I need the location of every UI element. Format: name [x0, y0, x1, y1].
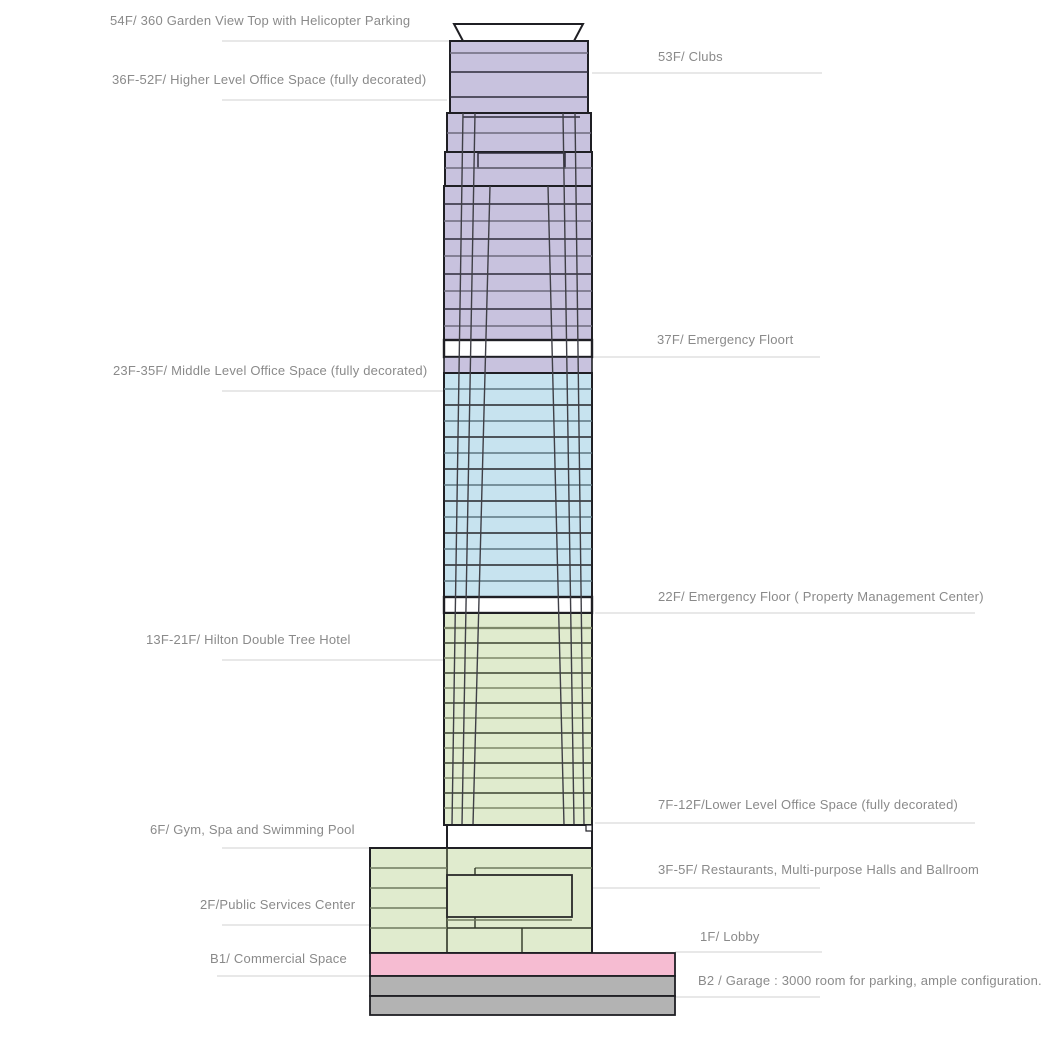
leader-lines	[217, 40, 975, 998]
floor-lines-hotel	[444, 626, 592, 809]
section-36f-strip	[443, 356, 593, 374]
label-2f-public-services: 2F/Public Services Center	[200, 897, 356, 912]
podium-structure-lines	[370, 848, 592, 953]
section-b1-commercial	[369, 952, 676, 977]
label-b2-garage: B2 / Garage : 3000 room for parking, amp…	[698, 973, 1042, 988]
gym-band-notch	[585, 824, 593, 832]
floor-lines-top-block	[450, 52, 588, 98]
section-top-clubs	[449, 40, 589, 114]
label-54f-garden-view: 54F/ 360 Garden View Top with Helicopter…	[110, 13, 411, 28]
section-upper-office	[443, 185, 593, 341]
label-6f-gym-spa-pool: 6F/ Gym, Spa and Swimming Pool	[150, 822, 355, 837]
label-37f-emergency: 37F/ Emergency Floort	[657, 332, 794, 347]
section-hotel-lower-office	[443, 612, 593, 826]
ballroom-hall	[446, 874, 573, 918]
label-23f-35f-middle-office: 23F-35F/ Middle Level Office Space (full…	[113, 363, 428, 378]
section-b2-garage-upper	[369, 975, 676, 997]
label-22f-emergency-pmc: 22F/ Emergency Floor ( Property Manageme…	[658, 589, 984, 604]
label-53f-clubs: 53F/ Clubs	[658, 49, 723, 64]
core-column-lines	[451, 112, 585, 826]
label-36f-52f-higher-office: 36F-52F/ Higher Level Office Space (full…	[112, 72, 427, 87]
label-3f-5f-restaurants: 3F-5F/ Restaurants, Multi-purpose Halls …	[658, 862, 980, 877]
section-emergency-37f	[442, 338, 594, 359]
label-13f-21f-hotel: 13F-21F/ Hilton Double Tree Hotel	[146, 632, 351, 647]
floor-lines-upper-office	[444, 203, 592, 327]
label-7f-12f-lower-office: 7F-12F/Lower Level Office Space (fully d…	[658, 797, 959, 812]
label-1f-lobby: 1F/ Lobby	[700, 929, 760, 944]
section-b2-garage-lower	[369, 995, 676, 1016]
section-gym-6f	[446, 824, 593, 849]
section-setback-lower	[444, 151, 593, 187]
label-b1-commercial: B1/ Commercial Space	[210, 951, 347, 966]
helipad-roof	[452, 23, 585, 42]
section-podium	[369, 847, 593, 954]
